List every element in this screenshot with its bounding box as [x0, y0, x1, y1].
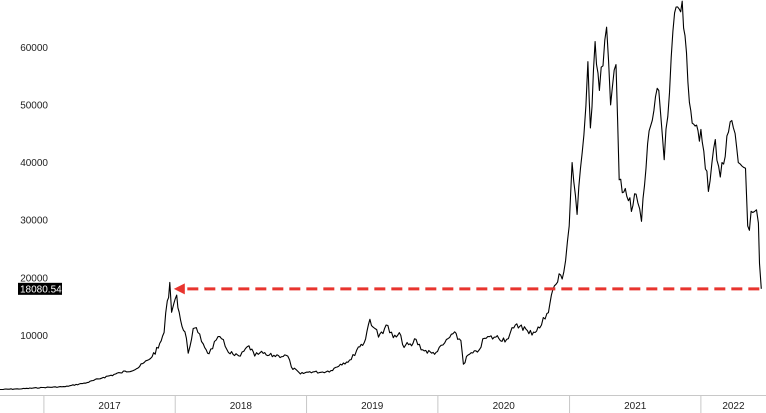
y-tick-label: 20000: [20, 273, 48, 284]
red-arrow-head: [173, 283, 185, 295]
x-tick-label: 2021: [624, 401, 647, 412]
y-axis-ticks: 10000 20000 30000 40000 50000 60000: [20, 43, 48, 342]
x-tick-label: 2022: [722, 401, 745, 412]
y-tick-label: 30000: [20, 216, 48, 227]
last-value-badge: 18080.54: [18, 282, 62, 295]
y-tick-label: 40000: [20, 158, 48, 169]
x-tick-label: 2018: [230, 401, 253, 412]
y-tick-label: 50000: [20, 100, 48, 111]
y-tick-label: 60000: [20, 43, 48, 54]
x-tick-label: 2017: [98, 401, 121, 412]
x-axis: 2017 2018 2019 2020 2021 2022: [43, 396, 745, 413]
price-series-line: [0, 0, 762, 391]
x-tick-label: 2019: [361, 401, 384, 412]
last-value-label: 18080.54: [20, 284, 62, 295]
x-tick-label: 2020: [493, 401, 516, 412]
annotation-layer: [173, 283, 760, 295]
y-tick-label: 10000: [20, 331, 48, 342]
last-value-badge-background: [18, 282, 62, 295]
